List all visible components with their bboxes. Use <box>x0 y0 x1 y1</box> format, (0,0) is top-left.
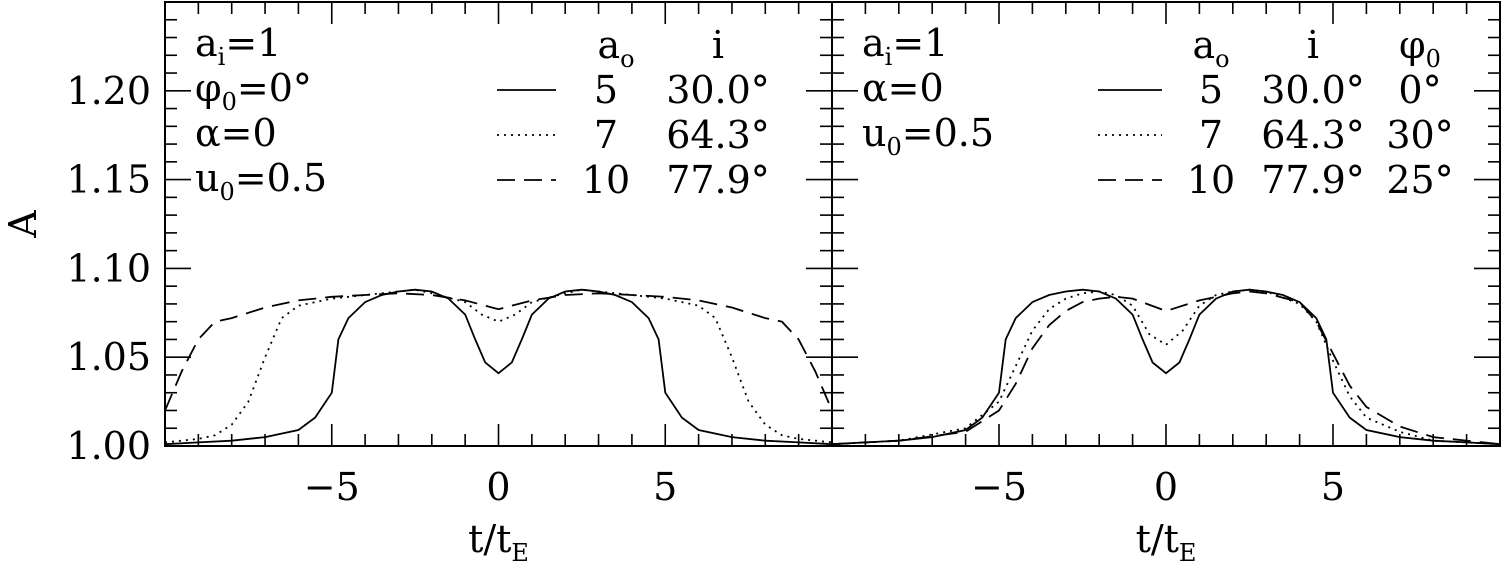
series-dotted-curve <box>165 288 832 444</box>
param-label: ai=1 <box>862 21 948 71</box>
legend-value: 30° <box>1386 113 1453 157</box>
series-solid-curve <box>832 288 1500 446</box>
legend-header: ao <box>597 23 634 73</box>
series-dotted-curve <box>832 288 1500 446</box>
y-tick-label: 1.15 <box>66 158 151 202</box>
legend-value: 30.0° <box>666 68 770 112</box>
series-dashed-curve <box>832 290 1500 446</box>
x-tick-label: 0 <box>1154 465 1178 509</box>
param-label: α=0 <box>195 111 277 155</box>
plot-panel-left: −5 0 5 1.00 1.05 1.10 1.15 1.20 t/tE ai=1φ0=0°α=0… <box>66 1 833 566</box>
legend-value: 0° <box>1398 68 1441 112</box>
legend-value: 77.9° <box>1261 158 1365 202</box>
y-tick-label: 1.20 <box>66 69 151 113</box>
x-axis-label: t/tE <box>1136 517 1197 566</box>
legend-value: 77.9° <box>666 158 770 202</box>
legend-header: ao <box>1192 23 1229 73</box>
param-label: φ0=0° <box>195 66 312 116</box>
x-tick-label: 5 <box>653 465 677 509</box>
x-tick-label: −5 <box>971 465 1027 509</box>
legend-header: φ0 <box>1399 23 1441 73</box>
series-dashed-curve <box>165 292 832 411</box>
plot-panel-right: −5 0 5 t/tE ai=1α=0u0=0.5 ao i φ0 5 30.0° 0° 7 64.3°… <box>831 1 1501 566</box>
legend-value: 30.0° <box>1261 68 1365 112</box>
legend-header: i <box>712 23 724 67</box>
legend-header: i <box>1307 23 1319 67</box>
param-label: α=0 <box>862 66 944 110</box>
legend-value: 64.3° <box>1261 113 1365 157</box>
x-tick-label: −5 <box>304 465 360 509</box>
y-tick-label: 1.00 <box>66 424 151 468</box>
legend-value: 7 <box>1199 113 1223 157</box>
legend-value: 7 <box>594 113 618 157</box>
param-label: u0=0.5 <box>195 156 327 206</box>
y-axis-label: A <box>1 210 45 239</box>
x-tick-label: 0 <box>486 465 510 509</box>
series-solid-curve <box>165 288 832 446</box>
legend-value: 64.3° <box>666 113 770 157</box>
x-axis-label: t/tE <box>468 517 529 566</box>
legend-value: 10 <box>1187 158 1235 202</box>
param-label: u0=0.5 <box>862 111 994 161</box>
legend-value: 25° <box>1386 158 1453 202</box>
y-tick-label: 1.10 <box>66 246 151 290</box>
legend-value: 10 <box>582 158 630 202</box>
param-label: ai=1 <box>195 21 281 71</box>
legend-value: 5 <box>1199 68 1223 112</box>
legend-value: 5 <box>594 68 618 112</box>
x-tick-label: 5 <box>1321 465 1345 509</box>
y-tick-label: 1.05 <box>66 335 151 379</box>
